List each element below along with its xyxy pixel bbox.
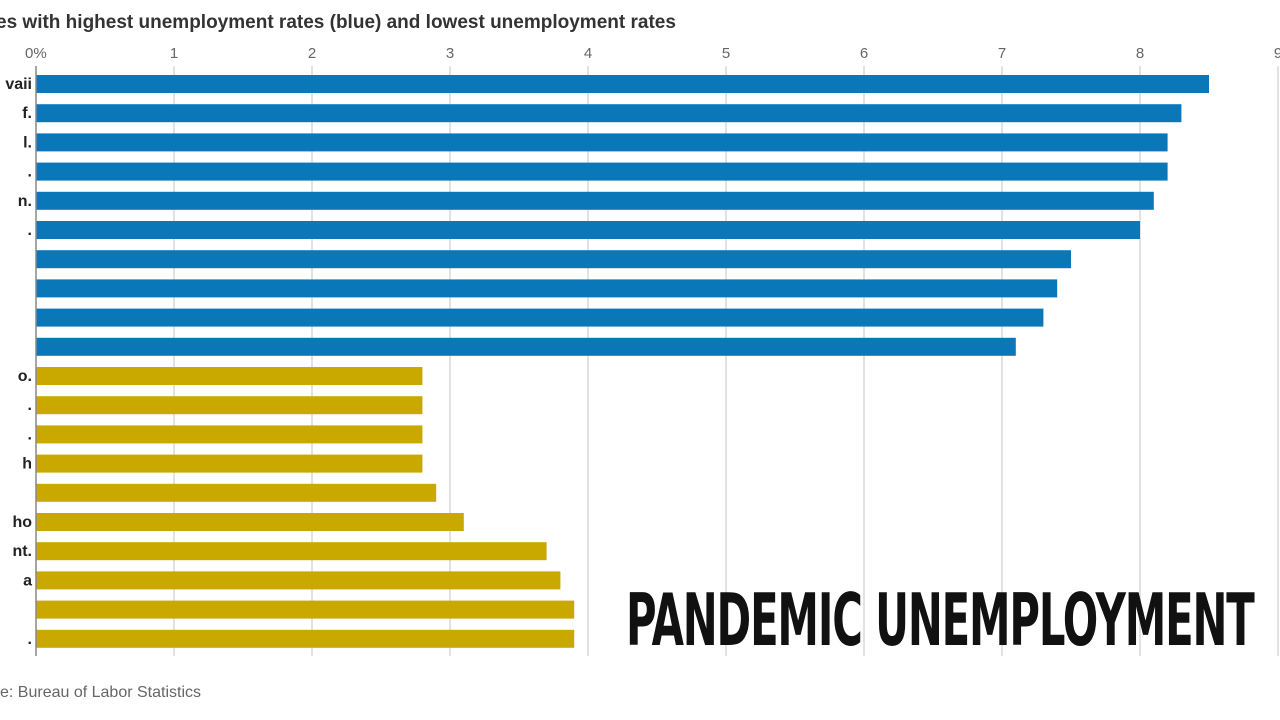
category-label: n.	[18, 193, 32, 210]
x-tick-label: 2	[308, 45, 316, 62]
bar-lowest	[36, 367, 423, 385]
category-label: o.	[18, 368, 32, 385]
bar-highest	[36, 104, 1182, 123]
x-tick-label: 3	[446, 45, 454, 62]
category-label: ho	[12, 514, 32, 531]
x-tick-label: 9	[1274, 45, 1280, 62]
bar-highest	[36, 308, 1044, 327]
source-note: ce: Bureau of Labor Statistics	[0, 684, 201, 701]
x-tick-label: 4	[584, 45, 592, 62]
bar-lowest	[36, 542, 547, 561]
bar-highest	[36, 162, 1168, 181]
category-label: nt.	[12, 543, 32, 560]
chart-title: es with highest unemployment rates (blue…	[0, 12, 676, 33]
bar-lowest	[36, 396, 423, 415]
category-label: f.	[22, 105, 32, 122]
grid-lines	[173, 66, 1279, 656]
x-tick-label: 7	[998, 45, 1006, 62]
x-tick-label: 0%	[25, 45, 47, 62]
x-tick-label: 1	[170, 45, 178, 62]
category-label: vaii	[5, 76, 32, 93]
bar-highest	[36, 75, 1209, 93]
bar-lowest	[36, 425, 423, 444]
bar-highest	[36, 191, 1154, 210]
bar-highest	[36, 221, 1140, 239]
x-axis-ticks: 0% 1 2 3 4 5 6 7 8 9	[25, 45, 1280, 62]
category-label: .	[28, 631, 32, 648]
category-label: .	[28, 426, 32, 443]
x-tick-label: 8	[1136, 45, 1144, 62]
category-label: h	[22, 456, 32, 473]
bar-lowest	[36, 513, 464, 531]
bar-lowest	[36, 454, 423, 473]
category-label: .	[28, 164, 32, 181]
bar-highest	[36, 133, 1168, 152]
category-label: l.	[23, 134, 32, 151]
bar-highest	[36, 250, 1071, 269]
bar-lowest	[36, 483, 437, 502]
overlay-title: PANDEMIC UNEMPLOYMENT	[626, 578, 1255, 662]
x-tick-label: 6	[860, 45, 868, 62]
category-label: .	[28, 397, 32, 414]
bars	[36, 75, 1209, 648]
category-labels: vaii f. l.. n.. o... h ho nt. a.	[5, 76, 32, 648]
bar-highest	[36, 279, 1058, 298]
x-tick-label: 5	[722, 45, 730, 62]
bar-lowest	[36, 571, 561, 590]
category-label: .	[28, 222, 32, 239]
bar-highest	[36, 337, 1016, 356]
category-label: a	[23, 572, 32, 589]
bar-lowest	[36, 600, 575, 619]
bar-lowest	[36, 629, 575, 648]
